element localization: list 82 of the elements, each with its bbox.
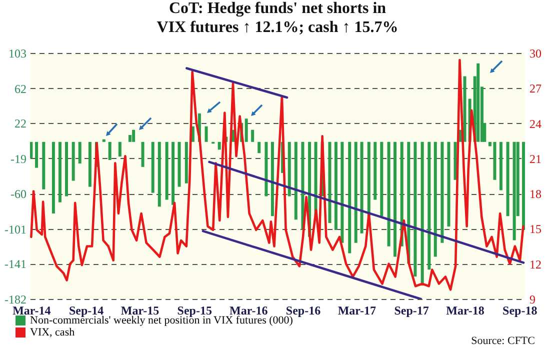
bar bbox=[394, 142, 397, 257]
legend-label: VIX, cash bbox=[30, 326, 76, 338]
bar bbox=[172, 142, 175, 205]
bar bbox=[360, 142, 364, 234]
y2-tick-label: 27 bbox=[530, 82, 542, 96]
bar bbox=[58, 142, 62, 202]
bar bbox=[380, 142, 384, 216]
y-tick-label: -182 bbox=[4, 292, 26, 306]
x-tick-label: Sep-15 bbox=[177, 304, 212, 318]
y2-tick-label: 12 bbox=[530, 257, 542, 272]
x-tick-label: Mar-18 bbox=[446, 304, 484, 318]
bar bbox=[348, 142, 352, 254]
bar bbox=[354, 142, 358, 243]
bar bbox=[30, 142, 33, 158]
y-tick-label: 62 bbox=[14, 82, 26, 96]
source-note: Source: CFTC bbox=[471, 335, 535, 347]
bar bbox=[88, 142, 92, 187]
bar bbox=[476, 63, 480, 142]
x-tick-label: Sep-16 bbox=[286, 304, 321, 318]
bar bbox=[52, 142, 55, 214]
bar bbox=[447, 142, 450, 226]
y-tick-label: -60 bbox=[10, 187, 26, 202]
x-tick-label: Sep-14 bbox=[68, 304, 104, 318]
chart-title: CoT: Hedge funds' net shorts in VIX futures ↑ 12.1%; cash ↑ 15.7% bbox=[156, 0, 398, 36]
bar bbox=[334, 142, 338, 230]
bar bbox=[506, 142, 510, 216]
y2-tick-label: 15 bbox=[530, 222, 542, 236]
x-tick-label: Sep-18 bbox=[502, 304, 538, 318]
x-tick-label: Mar-14 bbox=[12, 304, 51, 318]
y-tick-label: 22 bbox=[14, 116, 26, 130]
y2-tick-label: 30 bbox=[530, 46, 542, 60]
bar bbox=[288, 142, 291, 196]
bar bbox=[102, 139, 106, 142]
y2-tick-label: 21 bbox=[530, 152, 542, 166]
bar bbox=[132, 130, 136, 142]
bar bbox=[204, 126, 208, 142]
bar bbox=[78, 142, 82, 164]
bar bbox=[414, 142, 417, 277]
bar bbox=[301, 142, 304, 230]
bar bbox=[184, 142, 188, 184]
bar bbox=[340, 142, 344, 243]
bar bbox=[141, 142, 144, 167]
bar bbox=[178, 142, 181, 187]
bar bbox=[420, 142, 424, 284]
y-tick-label: -19 bbox=[10, 152, 26, 166]
y2-tick-label: 18 bbox=[530, 187, 542, 202]
bar bbox=[108, 142, 112, 160]
bar bbox=[270, 142, 274, 216]
bar bbox=[512, 142, 516, 240]
bar bbox=[244, 118, 248, 142]
bar bbox=[522, 142, 525, 230]
bar bbox=[387, 142, 390, 246]
bar bbox=[65, 142, 68, 196]
y-tick-label: -141 bbox=[4, 257, 26, 272]
bar bbox=[72, 142, 75, 181]
y2-tick-label: 24 bbox=[530, 116, 542, 131]
y2-tick-label: 9 bbox=[530, 292, 536, 306]
bar bbox=[328, 142, 332, 224]
bar bbox=[42, 142, 46, 190]
bar bbox=[434, 142, 437, 257]
line-series bbox=[30, 58, 524, 291]
legend-label: Non-commercials' weekly net position in VIX futures (000) bbox=[30, 314, 294, 326]
x-tick-label: Sep-17 bbox=[394, 304, 429, 318]
y-tick-label: 103 bbox=[8, 46, 26, 60]
bar bbox=[218, 142, 221, 150]
bar bbox=[499, 142, 502, 190]
bar bbox=[264, 142, 268, 196]
bar bbox=[118, 142, 122, 157]
bar bbox=[35, 142, 38, 168]
bar bbox=[158, 142, 161, 207]
bar bbox=[294, 142, 298, 220]
bar bbox=[440, 142, 444, 243]
bar bbox=[374, 142, 377, 200]
y-tick-label: -101 bbox=[4, 222, 26, 237]
x-tick-label: Mar-17 bbox=[338, 304, 376, 318]
bar bbox=[428, 142, 431, 270]
bar bbox=[367, 142, 370, 216]
bar bbox=[258, 142, 261, 154]
bar bbox=[151, 142, 154, 193]
bar bbox=[165, 142, 168, 200]
bar bbox=[463, 76, 466, 142]
bar bbox=[251, 130, 254, 142]
